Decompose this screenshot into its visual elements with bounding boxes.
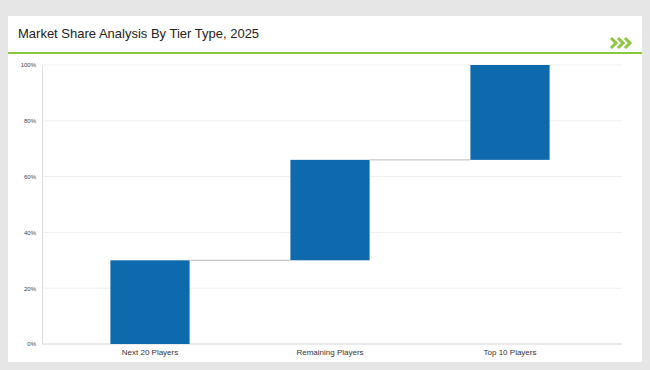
bar xyxy=(470,65,549,160)
y-tick: 100% xyxy=(21,62,42,68)
x-axis: Next 20 Players Remaining Players Top 10 P… xyxy=(42,344,622,357)
x-tick-label: Remaining Players xyxy=(296,348,363,357)
connector xyxy=(190,260,291,261)
chevron xyxy=(611,38,616,48)
connector xyxy=(370,159,471,160)
x-tick: Top 10 Players xyxy=(484,344,537,357)
panel xyxy=(8,16,642,362)
y-tick: 20% xyxy=(24,286,42,292)
chart: Market Share Analysis By Tier Type, 2025… xyxy=(0,0,650,370)
y-axis: 0% 20% 40% 60% 80% 100% xyxy=(21,62,43,347)
y-tick: 60% xyxy=(24,174,42,180)
y-tick: 80% xyxy=(24,118,42,124)
title: Market Share Analysis By Tier Type, 2025 xyxy=(18,26,259,41)
y-tick: 40% xyxy=(24,230,42,236)
grid xyxy=(42,65,622,344)
plot xyxy=(110,65,549,344)
y-tick-label: 40% xyxy=(24,230,37,236)
x-tick: Remaining Players xyxy=(296,344,363,357)
x-tick-label: Next 20 Players xyxy=(122,348,178,357)
chevrons xyxy=(611,38,630,48)
chevron xyxy=(618,38,623,48)
chevron xyxy=(625,38,630,48)
bar xyxy=(110,260,189,344)
title-rule xyxy=(8,52,642,54)
y-tick-label: 60% xyxy=(24,174,37,180)
y-tick: 0% xyxy=(27,341,42,347)
y-tick-label: 80% xyxy=(24,118,37,124)
x-tick-label: Top 10 Players xyxy=(484,348,537,357)
x-tick: Next 20 Players xyxy=(122,344,178,357)
y-axis-line xyxy=(42,66,43,345)
y-tick-label: 20% xyxy=(24,286,37,292)
background xyxy=(0,0,650,370)
y-tick-label: 100% xyxy=(21,62,37,68)
y-tick-label: 0% xyxy=(27,341,36,347)
bar xyxy=(290,160,369,260)
